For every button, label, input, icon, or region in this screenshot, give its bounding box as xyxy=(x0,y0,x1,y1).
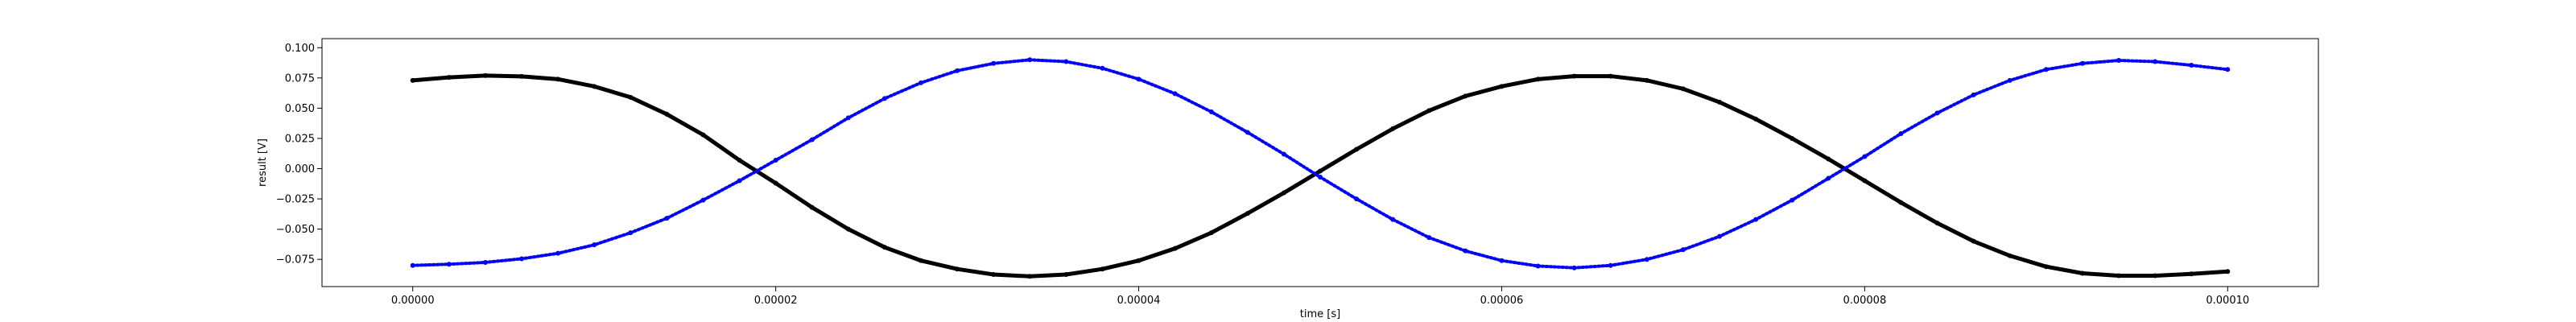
plot-frame xyxy=(321,38,2319,287)
y-tick-label: −0.025 xyxy=(276,194,315,206)
x-axis-label: time [s] xyxy=(1300,308,1340,320)
x-axis: 0.00000 0.00002 0.00004 0.00006 0.00008 0.000… xyxy=(391,287,2249,307)
series-trace xyxy=(411,73,2230,279)
series-layer xyxy=(410,57,2231,279)
y-tick-label: −0.050 xyxy=(276,224,315,236)
series-trace xyxy=(411,58,2230,270)
y-tick-label: 0.000 xyxy=(285,163,315,175)
y-tick-label: 0.050 xyxy=(285,103,315,115)
y-axis-label: result [V] xyxy=(257,138,269,187)
x-tick-label: 0.00000 xyxy=(391,295,435,307)
x-tick-label: 0.00004 xyxy=(1117,295,1161,307)
y-tick-label: 0.075 xyxy=(285,72,315,85)
y-tick-label: 0.100 xyxy=(285,43,315,55)
x-tick-label: 0.00010 xyxy=(2206,295,2249,307)
series-1 xyxy=(410,57,2231,270)
y-tick-label: −0.075 xyxy=(276,254,315,266)
y-tick-label: 0.025 xyxy=(285,133,315,145)
x-tick-label: 0.00008 xyxy=(1843,295,1886,307)
x-tick-label: 0.00002 xyxy=(754,295,798,307)
series-0 xyxy=(410,72,2231,279)
x-tick-label: 0.00006 xyxy=(1480,295,1524,307)
y-axis: −0.075 −0.050 −0.025 0.000 0.025 0.050 0.075 0.… xyxy=(276,43,322,266)
